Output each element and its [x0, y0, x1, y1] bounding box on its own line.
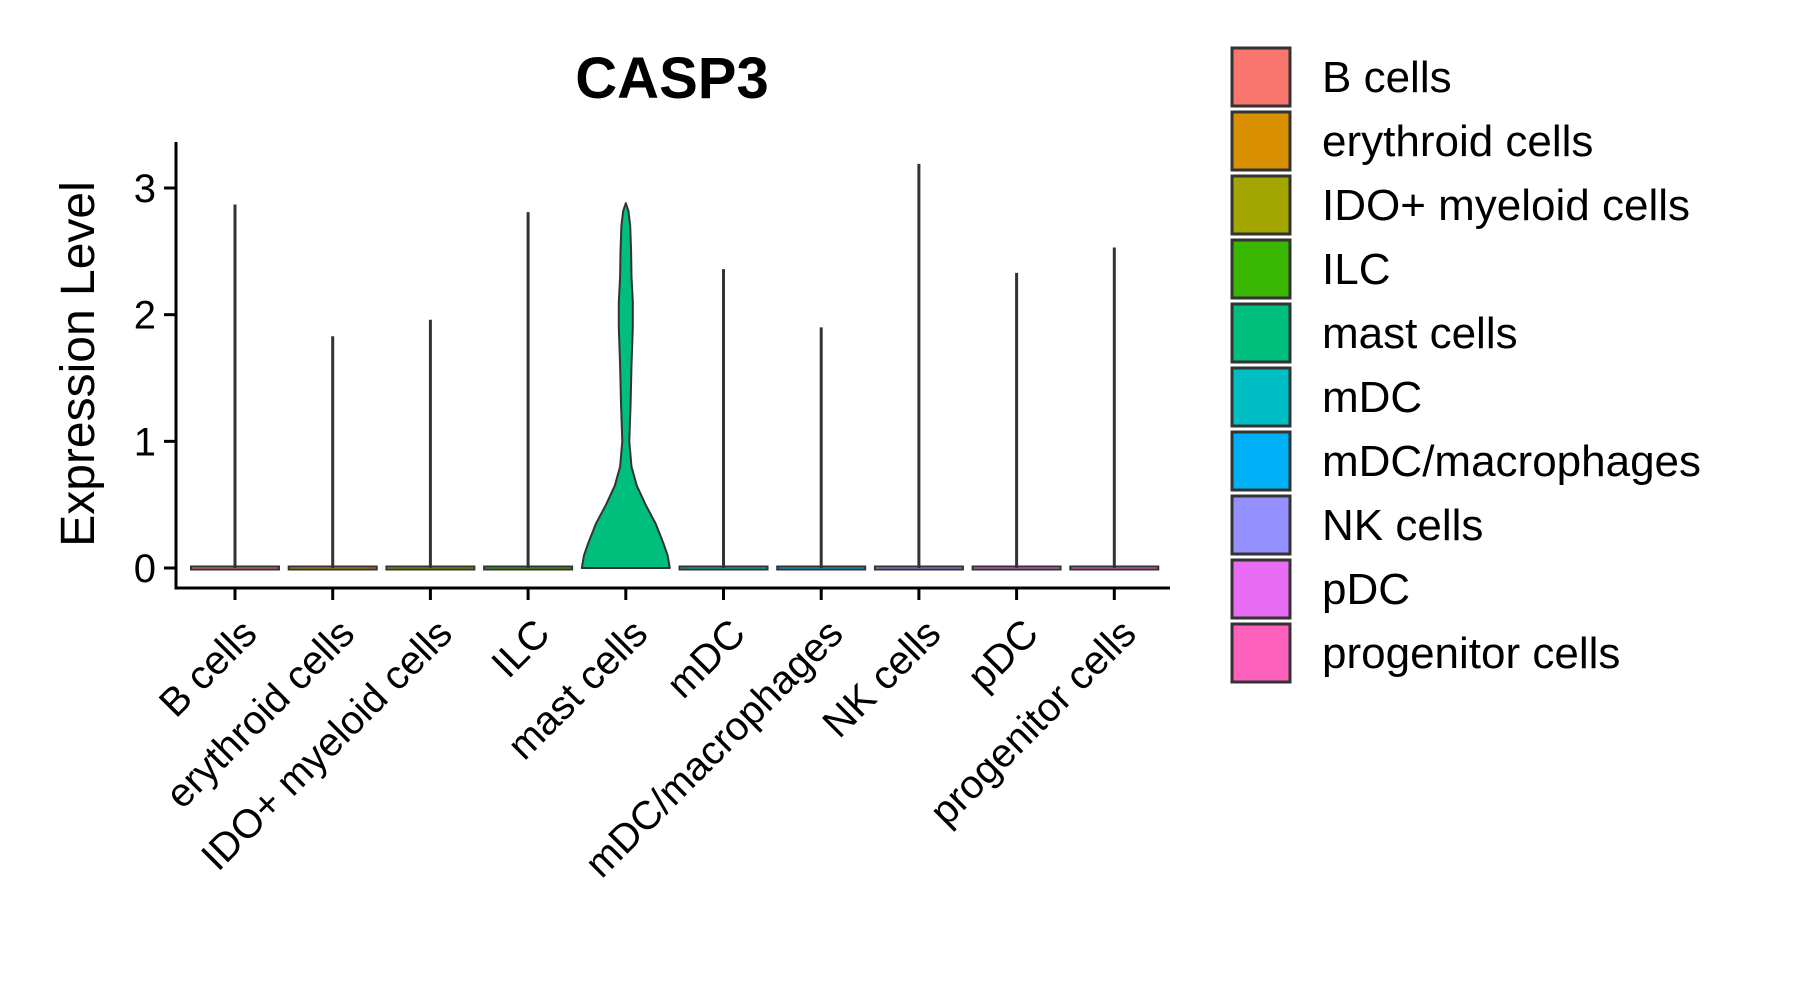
- y-tick-label: 2: [134, 294, 156, 338]
- legend-label: mast cells: [1322, 309, 1518, 358]
- violin-pdc: [971, 272, 1062, 571]
- x-tick-label: pDC: [959, 611, 1047, 699]
- legend-swatch: [1230, 366, 1292, 428]
- y-tick-label: 1: [134, 420, 156, 464]
- legend-swatch: [1230, 46, 1292, 108]
- legend-label: mDC: [1322, 373, 1422, 422]
- y-axis-label: Expression Level: [52, 181, 105, 547]
- legend-swatch: [1230, 238, 1292, 300]
- legend-label: ILC: [1322, 245, 1390, 294]
- legend-swatch: [1230, 622, 1292, 684]
- x-tick-label: ILC: [483, 611, 558, 686]
- legend-label: erythroid cells: [1322, 117, 1593, 166]
- violin-erythroid-cells: [287, 336, 378, 571]
- legend-label: progenitor cells: [1322, 629, 1620, 678]
- legend: B cells erythroid cells IDO+ myeloid cells…: [1230, 46, 1701, 684]
- violin-b-cells: [190, 204, 280, 571]
- axes: 0 1 2 3: [134, 142, 1170, 600]
- violin-mdc: [678, 269, 769, 571]
- violin-ilc: [483, 212, 574, 571]
- violin-progenitor-cells: [1069, 247, 1160, 571]
- legend-label: IDO+ myeloid cells: [1322, 181, 1690, 230]
- legend-swatch: [1230, 558, 1292, 620]
- legend-label: pDC: [1322, 565, 1410, 614]
- violin-mast-cells: [580, 202, 671, 569]
- violin-mdc-macrophages: [776, 327, 867, 571]
- y-tick-label: 0: [134, 547, 156, 591]
- legend-swatch: [1230, 110, 1292, 172]
- legend-swatch: [1230, 174, 1292, 236]
- legend-swatch: [1230, 302, 1292, 364]
- violins: [190, 163, 1160, 571]
- legend-swatch: [1230, 494, 1292, 556]
- violin-ido-myeloid-cells: [385, 319, 476, 571]
- violin-nk-cells: [873, 163, 964, 571]
- legend-swatch: [1230, 430, 1292, 492]
- legend-label: NK cells: [1322, 501, 1483, 550]
- chart-title: CASP3: [575, 46, 768, 111]
- legend-label: B cells: [1322, 53, 1452, 102]
- legend-label: mDC/macrophages: [1322, 437, 1701, 486]
- y-tick-label: 3: [134, 167, 156, 211]
